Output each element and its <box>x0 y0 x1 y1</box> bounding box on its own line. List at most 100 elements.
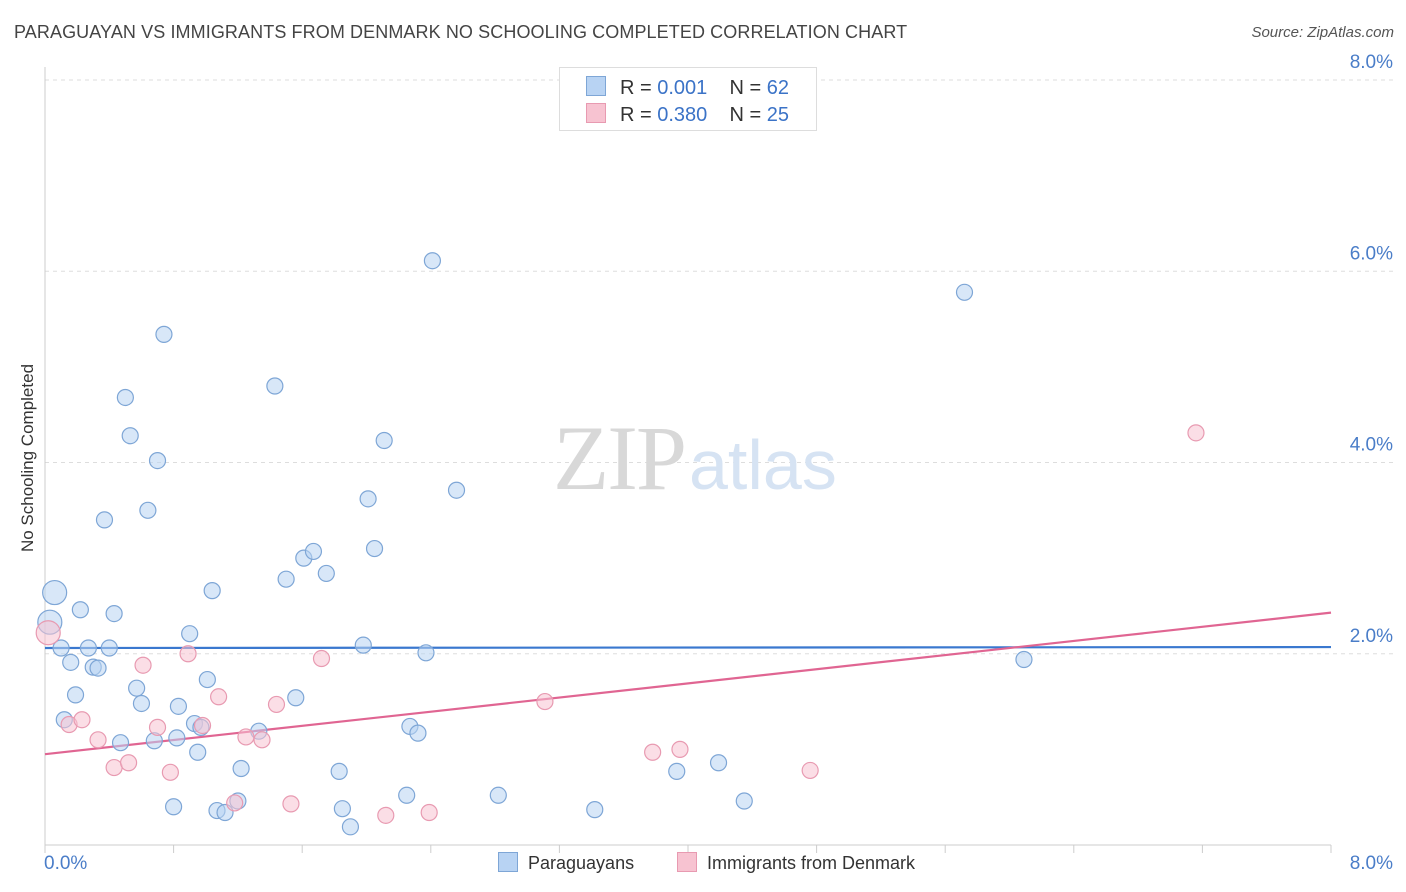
point-paraguayan <box>95 511 114 529</box>
watermark-zip: ZIP <box>553 407 687 509</box>
point-paraguayan <box>198 670 216 689</box>
x-tick-label: 0.0% <box>44 853 87 874</box>
y-tick-label: 4.0% <box>1350 435 1393 456</box>
point-paraguayan <box>489 786 507 804</box>
legend-r-value: 0.001 <box>657 77 708 99</box>
trend-line-paraguayans <box>44 645 1332 650</box>
source-label: Source: ZipAtlas.com <box>1251 24 1394 41</box>
bottom-legend-paraguayans: Paraguayans <box>498 852 634 874</box>
point-denmark <box>226 794 244 812</box>
point-paraguayan <box>128 679 146 697</box>
point-denmark <box>193 716 212 735</box>
point-paraguayan <box>71 601 89 619</box>
legend-n-label: N = <box>729 77 762 99</box>
point-paraguayan <box>132 694 151 713</box>
point-denmark <box>377 806 395 824</box>
point-denmark <box>237 728 255 746</box>
point-paraguayan <box>365 539 384 558</box>
grid-lines <box>45 79 1395 655</box>
point-denmark <box>536 692 554 711</box>
point-paraguayan <box>62 653 80 671</box>
point-denmark <box>148 718 167 736</box>
point-denmark <box>282 795 300 813</box>
point-paraguayan <box>52 639 70 657</box>
legend-swatch-pink <box>586 103 606 123</box>
point-denmark <box>1187 424 1205 442</box>
point-paraguayan <box>447 481 466 499</box>
point-paraguayan <box>121 427 139 445</box>
point-paraguayan <box>66 686 85 704</box>
point-paraguayan <box>417 644 435 662</box>
point-paraguayan <box>169 697 188 715</box>
point-denmark <box>210 688 228 706</box>
y-axis-label: No Schooling Completed <box>18 363 37 553</box>
legend-row-denmark: R = 0.380 N = 25 <box>586 103 789 127</box>
bottom-legend-swatch-blue <box>498 852 518 872</box>
y-tick-label: 6.0% <box>1350 243 1393 264</box>
legend-n-label: N = <box>729 104 762 126</box>
point-paraguayan <box>1015 650 1033 669</box>
point-denmark <box>161 763 179 781</box>
point-paraguayan <box>155 325 173 343</box>
point-paraguayan <box>423 252 442 270</box>
point-paraguayan <box>735 792 753 810</box>
point-denmark <box>73 711 91 729</box>
point-denmark <box>644 743 662 761</box>
bottom-legend-swatch-pink <box>677 852 697 872</box>
point-paraguayan <box>89 659 107 677</box>
point-paraguayan <box>304 542 323 561</box>
legend-r-label: R = <box>620 104 652 126</box>
point-paraguayan <box>139 501 157 519</box>
point-paraguayan <box>266 377 284 395</box>
point-paraguayan <box>111 734 130 752</box>
point-paraguayan <box>168 729 186 747</box>
point-paraguayan <box>100 639 118 657</box>
point-denmark <box>179 645 197 663</box>
point-denmark <box>312 649 331 668</box>
point-paraguayan <box>105 604 123 623</box>
bottom-legend-label: Immigrants from Denmark <box>707 853 916 873</box>
trend-lines <box>44 611 1332 756</box>
point-paraguayan <box>668 762 686 780</box>
bottom-legend-label: Paraguayans <box>528 853 635 873</box>
point-paraguayan <box>955 283 974 301</box>
point-paraguayan <box>359 490 377 508</box>
point-paraguayan <box>709 754 728 772</box>
point-denmark <box>267 695 286 714</box>
point-paraguayan <box>398 786 416 804</box>
point-paraguayan <box>341 818 360 836</box>
point-denmark <box>105 758 123 777</box>
point-paraguayan <box>116 388 134 407</box>
point-denmark <box>801 761 819 780</box>
point-paraguayan <box>148 451 167 470</box>
legend-r-value: 0.380 <box>657 104 708 126</box>
point-denmark <box>134 656 152 674</box>
point-paraguayan <box>79 639 98 657</box>
point-paraguayan <box>165 798 183 816</box>
legend-n-value: 25 <box>766 104 790 126</box>
legend-row-paraguayans: R = 0.001 N = 62 <box>586 76 789 100</box>
trend-line-denmark <box>44 611 1332 756</box>
point-paraguayan <box>375 431 393 450</box>
point-paraguayan <box>42 579 68 606</box>
watermark-atlas: atlas <box>689 426 837 504</box>
data-points <box>35 252 1205 836</box>
point-paraguayan <box>333 800 351 818</box>
x-tick-label: 8.0% <box>1350 853 1393 874</box>
point-paraguayan <box>317 564 335 583</box>
y-tick-label: 2.0% <box>1350 626 1393 647</box>
chart-title: PARAGUAYAN VS IMMIGRANTS FROM DENMARK NO… <box>14 22 908 42</box>
point-denmark <box>253 731 271 749</box>
y-tick-label: 8.0% <box>1350 52 1393 73</box>
point-denmark <box>35 620 61 646</box>
point-paraguayan <box>277 570 295 588</box>
legend-n-value: 62 <box>766 77 790 99</box>
point-paraguayan <box>586 801 604 819</box>
axes <box>44 67 1332 853</box>
point-denmark <box>671 740 689 758</box>
bottom-legend-denmark: Immigrants from Denmark <box>677 852 915 874</box>
point-denmark <box>119 754 138 772</box>
point-denmark <box>89 731 107 749</box>
point-paraguayan <box>354 636 372 654</box>
